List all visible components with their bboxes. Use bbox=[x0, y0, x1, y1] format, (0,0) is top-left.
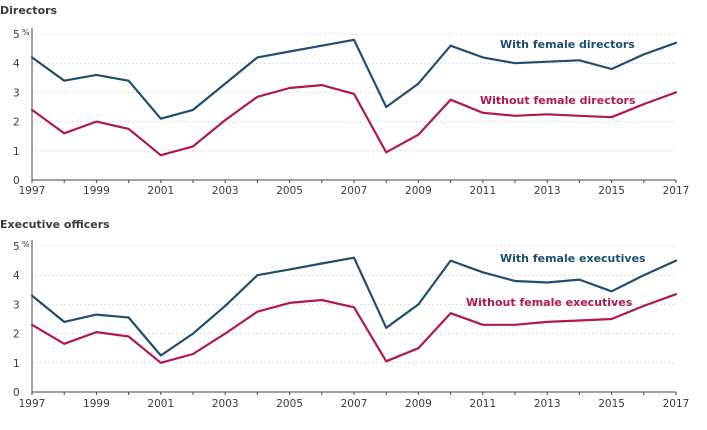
panel-directors: Directors 0 1 2 3 4 5 % 1997 1999 2001 2003 2005 2007… bbox=[0, 4, 689, 197]
x-tick-label: 2001 bbox=[147, 398, 174, 410]
x-tick-label: 2011 bbox=[469, 398, 496, 410]
y-tick-label: 3 bbox=[13, 299, 20, 311]
x-tick-label: 1997 bbox=[19, 185, 46, 197]
y-unit-label: % bbox=[22, 240, 30, 249]
y-tick-label: 0 bbox=[13, 387, 20, 399]
y-tick-label: 1 bbox=[13, 358, 20, 370]
y-tick-label: 2 bbox=[13, 117, 20, 129]
x-tick-label: 2009 bbox=[405, 398, 432, 410]
series-label-with-female: With female directors bbox=[500, 38, 635, 51]
series-line-without-female bbox=[30, 83, 678, 157]
panel-executive-officers: Executive officers 0 1 2 3 4 5 % 1997 1999 2001 200… bbox=[0, 218, 689, 410]
x-tick-label: 2005 bbox=[276, 185, 303, 197]
x-tick-label: 2013 bbox=[534, 398, 561, 410]
y-tick-label: 3 bbox=[13, 87, 20, 99]
series-line-with-female bbox=[30, 256, 678, 357]
x-tick-label: 2005 bbox=[276, 398, 303, 410]
y-unit-label: % bbox=[22, 28, 30, 37]
panel-title: Directors bbox=[0, 4, 58, 17]
series-label-without-female: Without female directors bbox=[480, 94, 636, 107]
y-tick-label: 4 bbox=[13, 270, 20, 282]
x-tick-label: 2003 bbox=[212, 398, 239, 410]
y-tick-label: 5 bbox=[13, 29, 20, 41]
x-tick-label: 2013 bbox=[534, 185, 561, 197]
y-tick-label: 0 bbox=[13, 175, 20, 187]
x-tick-label: 2015 bbox=[598, 398, 625, 410]
series-line-without-female bbox=[30, 293, 678, 364]
y-tick-label: 1 bbox=[13, 146, 20, 158]
y-tick-label: 2 bbox=[13, 329, 20, 341]
series-line-with-female bbox=[30, 38, 678, 120]
x-tick-label: 1999 bbox=[83, 185, 110, 197]
series-label-with-female: With female executives bbox=[500, 252, 646, 265]
x-tick-label: 1997 bbox=[19, 398, 46, 410]
x-tick-label: 2017 bbox=[663, 185, 690, 197]
x-tick-label: 2009 bbox=[405, 185, 432, 197]
panel-title: Executive officers bbox=[0, 218, 110, 231]
y-tick-label: 4 bbox=[13, 58, 20, 70]
x-tick-label: 2011 bbox=[469, 185, 496, 197]
x-tick-label: 2007 bbox=[341, 185, 368, 197]
x-tick-label: 2015 bbox=[598, 185, 625, 197]
x-tick-label: 2003 bbox=[212, 185, 239, 197]
x-tick-label: 2001 bbox=[147, 185, 174, 197]
x-tick-label: 2017 bbox=[663, 398, 690, 410]
x-tick-label: 2007 bbox=[341, 398, 368, 410]
x-tick-label: 1999 bbox=[83, 398, 110, 410]
series-label-without-female: Without female executives bbox=[466, 296, 633, 309]
y-tick-label: 5 bbox=[13, 241, 20, 253]
